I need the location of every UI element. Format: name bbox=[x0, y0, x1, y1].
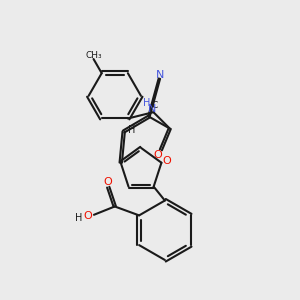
Text: H: H bbox=[143, 98, 151, 108]
Text: N: N bbox=[156, 70, 165, 80]
Text: O: O bbox=[153, 150, 162, 160]
Text: H: H bbox=[128, 125, 136, 135]
Text: H: H bbox=[75, 213, 83, 224]
Text: O: O bbox=[83, 211, 92, 221]
Text: N: N bbox=[148, 104, 156, 114]
Text: C: C bbox=[151, 101, 157, 110]
Text: O: O bbox=[162, 156, 171, 166]
Text: CH₃: CH₃ bbox=[86, 51, 102, 60]
Text: O: O bbox=[103, 177, 112, 187]
